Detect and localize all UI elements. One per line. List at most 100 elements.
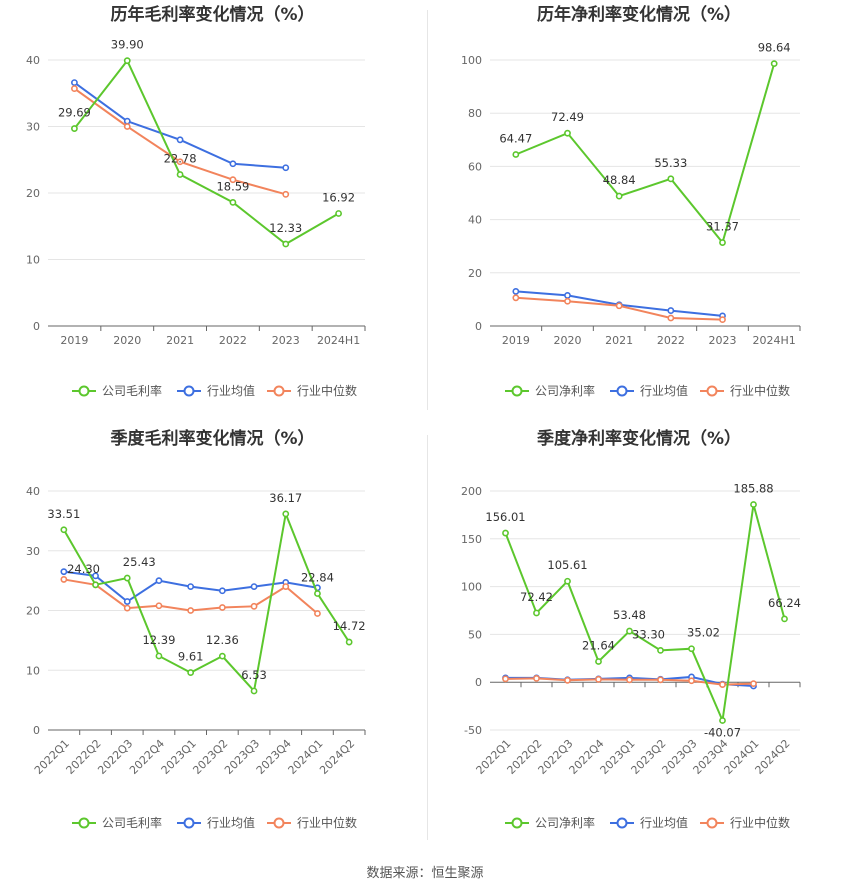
data-point	[218, 587, 226, 595]
data-point	[688, 645, 695, 653]
data-label: 35.02	[687, 626, 720, 640]
data-label: 21.64	[582, 639, 615, 653]
x-tick-label: 2022	[657, 334, 685, 347]
y-tick-label: -50	[464, 724, 482, 737]
data-point	[282, 190, 290, 198]
data-point	[229, 198, 237, 206]
series-line	[504, 504, 786, 725]
data-point	[564, 297, 571, 305]
data-label: 33.30	[632, 627, 665, 641]
data-point	[176, 136, 184, 144]
legend-item: 行业中位数	[700, 815, 790, 830]
series-line	[515, 63, 776, 245]
x-tick-label: 2021	[605, 334, 633, 347]
data-point	[657, 646, 664, 654]
data-source-label: 数据来源：恒生聚源	[366, 866, 484, 881]
legend-item: 行业均值	[177, 383, 255, 398]
legend-marker	[616, 817, 628, 829]
data-point	[657, 676, 664, 684]
data-point	[750, 680, 757, 688]
y-tick-label: 0	[33, 724, 40, 737]
data-point	[335, 210, 342, 217]
x-tick-label: 2024Q2	[317, 737, 357, 777]
data-point	[719, 717, 726, 724]
data-point	[314, 610, 321, 617]
data-point	[667, 314, 675, 322]
data-point	[71, 79, 78, 87]
data-point	[123, 117, 131, 125]
y-tick-label: 10	[26, 254, 40, 267]
data-point	[123, 57, 131, 65]
data-point	[667, 175, 675, 183]
data-point	[564, 129, 571, 137]
y-tick-label: 0	[475, 676, 482, 689]
legend-item: 行业均值	[610, 383, 688, 398]
x-tick-label: 2024Q2	[753, 737, 793, 777]
x-tick-label: 2020	[554, 334, 582, 347]
y-tick-label: 80	[468, 107, 482, 120]
data-point	[229, 176, 237, 184]
data-point	[719, 239, 726, 246]
data-point	[595, 658, 602, 665]
legend-item: 公司毛利率	[72, 383, 162, 398]
data-point	[282, 164, 290, 172]
data-point	[282, 240, 290, 248]
legend-label: 行业均值	[640, 815, 688, 830]
x-tick-label: 2024H1	[753, 334, 796, 347]
legend-item: 公司净利率	[505, 383, 595, 398]
data-point	[564, 577, 571, 585]
y-tick-label: 50	[468, 628, 482, 641]
data-point	[533, 609, 540, 617]
data-label: 22.78	[164, 152, 197, 166]
legend-item: 行业均值	[610, 815, 688, 830]
legend-item: 行业中位数	[267, 383, 357, 398]
data-point	[250, 602, 258, 610]
data-point	[626, 676, 633, 684]
legend-marker	[183, 817, 195, 829]
legend-item: 行业中位数	[700, 383, 790, 398]
data-label: 12.39	[142, 633, 175, 647]
y-tick-label: 0	[33, 320, 40, 333]
data-point	[719, 681, 726, 688]
data-point	[750, 501, 757, 508]
vertical-divider-bottom	[427, 435, 428, 840]
legend-marker	[273, 385, 285, 397]
legend-marker	[511, 817, 523, 829]
data-point	[250, 687, 258, 695]
data-point	[155, 652, 163, 660]
legend-marker	[706, 385, 718, 397]
legend-item: 公司净利率	[505, 815, 595, 830]
y-tick-label: 0	[475, 320, 482, 333]
data-point	[92, 572, 99, 580]
data-point	[123, 123, 131, 130]
legend-item: 公司毛利率	[72, 815, 162, 830]
data-point	[512, 294, 520, 302]
data-point	[781, 615, 788, 623]
data-point	[345, 638, 353, 646]
data-label: 9.61	[178, 650, 204, 664]
data-label: 48.84	[603, 173, 636, 187]
data-label: 12.36	[206, 633, 239, 647]
data-point	[564, 292, 571, 299]
y-tick-label: 100	[461, 581, 482, 594]
data-label: 185.88	[733, 481, 773, 495]
chart-title: 历年净利率变化情况（%）	[537, 4, 741, 25]
legend-label: 行业中位数	[297, 383, 357, 398]
series-line	[73, 58, 340, 246]
legend-label: 行业中位数	[730, 383, 790, 398]
data-label: 64.47	[499, 132, 532, 146]
y-tick-label: 30	[26, 545, 40, 558]
y-tick-label: 60	[468, 160, 482, 173]
data-point	[564, 676, 571, 684]
data-point	[229, 160, 237, 168]
y-tick-label: 40	[468, 214, 482, 227]
data-label: 156.01	[485, 510, 525, 524]
data-label: 39.90	[111, 38, 144, 52]
data-label: 66.24	[768, 596, 801, 610]
legend-marker	[616, 385, 628, 397]
data-point	[282, 510, 290, 518]
data-point	[595, 675, 602, 683]
data-point	[688, 677, 695, 685]
data-point	[250, 583, 258, 590]
data-point	[71, 85, 78, 92]
